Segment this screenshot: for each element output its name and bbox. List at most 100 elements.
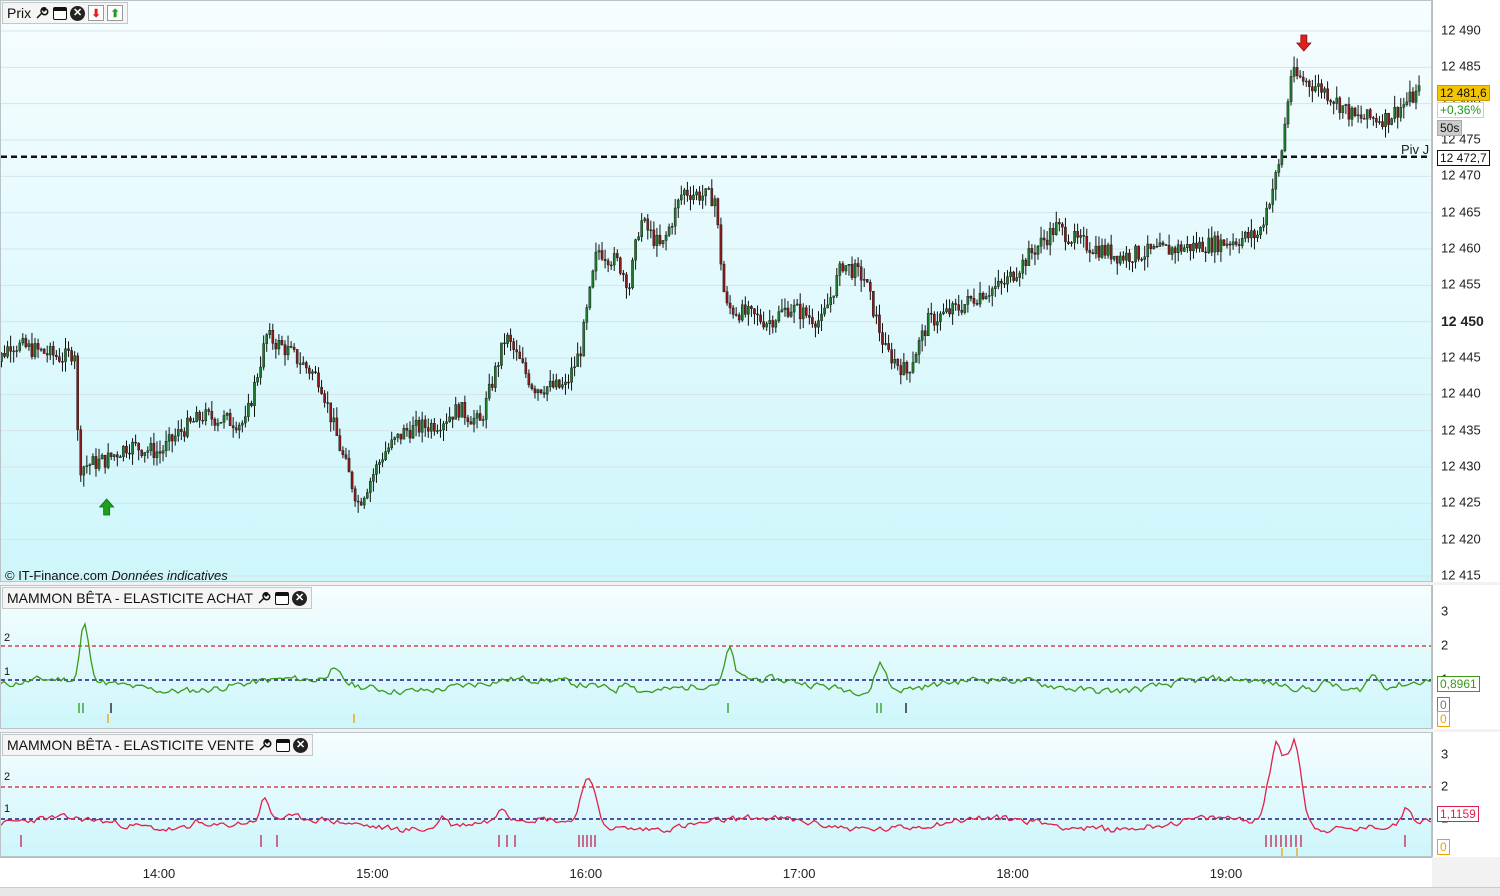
- candle-body: [1054, 222, 1058, 235]
- candle-body: [152, 443, 156, 458]
- arrow-down-icon[interactable]: ⬇: [88, 5, 105, 21]
- window-icon[interactable]: [53, 6, 68, 20]
- close-icon[interactable]: ✕: [70, 5, 86, 21]
- achat-chart[interactable]: [1, 586, 1432, 729]
- candle-body: [719, 224, 723, 265]
- candle-body: [195, 412, 198, 423]
- candle-body: [414, 419, 418, 426]
- candle-body: [225, 413, 229, 416]
- candle-body: [344, 454, 348, 459]
- candle-body: [811, 317, 814, 324]
- close-icon[interactable]: ✕: [292, 590, 308, 606]
- achat-indicator-panel[interactable]: MAMMON BÊTA - ELASTICITE ACHAT ✕ 2 1: [0, 585, 1432, 729]
- candle-body: [753, 308, 756, 315]
- candle-body: [155, 451, 159, 458]
- candle-body: [695, 191, 698, 196]
- candle-body: [1152, 245, 1156, 249]
- candle-body: [856, 263, 860, 267]
- close-icon[interactable]: ✕: [293, 737, 309, 753]
- arrow-up-icon[interactable]: ⬆: [107, 5, 124, 21]
- achat-value-tag: 0,8961: [1437, 676, 1480, 692]
- candle-body: [1292, 67, 1296, 77]
- candle-body: [1277, 164, 1281, 173]
- candle-body: [1073, 230, 1076, 243]
- candle-body: [362, 497, 366, 506]
- price-panel-title: Prix: [7, 5, 32, 21]
- candle-body: [250, 402, 253, 406]
- candle-body: [875, 314, 878, 317]
- candle-body: [1149, 243, 1153, 249]
- candle-body: [1064, 226, 1067, 243]
- candle-body: [1140, 259, 1143, 261]
- price-chart[interactable]: [1, 1, 1432, 582]
- candle-body: [1359, 114, 1363, 119]
- candle-body: [487, 383, 491, 399]
- candle-body: [289, 346, 293, 348]
- wrench-icon[interactable]: [256, 590, 272, 606]
- candle-body: [1082, 235, 1086, 237]
- price-y-axis[interactable]: 12 415 12 420 12 425 12 430 12 435 12 440 12 4…: [1432, 0, 1500, 583]
- vente-indicator-panel[interactable]: MAMMON BÊTA - ELASTICITE VENTE ✕ 2 1: [0, 732, 1432, 857]
- candle-body: [1408, 91, 1412, 103]
- candle-body: [1146, 243, 1150, 258]
- candle-body: [1100, 245, 1104, 258]
- vente-y-axis[interactable]: 3 2 1 1,1159 0: [1432, 732, 1500, 857]
- wrench-icon[interactable]: [257, 737, 273, 753]
- candle-body: [826, 304, 829, 309]
- candle-body: [219, 422, 223, 424]
- candle-body: [759, 314, 762, 322]
- candle-body: [1228, 243, 1232, 246]
- candle-body: [146, 450, 150, 453]
- candle-body: [1158, 242, 1162, 247]
- candle-body: [524, 362, 528, 374]
- candle-body: [329, 402, 333, 423]
- candle-body: [259, 366, 262, 378]
- candle-body: [509, 334, 512, 342]
- candle-body: [433, 423, 436, 432]
- candle-body: [1320, 83, 1323, 93]
- price-chart-panel[interactable]: Prix ✕ ⬇ ⬆ © IT-Finance.com Données indi…: [0, 0, 1432, 582]
- window-icon[interactable]: [276, 738, 291, 752]
- candle-body: [1347, 104, 1351, 120]
- price-tick: 12 470: [1441, 167, 1481, 183]
- candle-body: [1039, 237, 1043, 247]
- candle-body: [369, 481, 372, 493]
- candle-body: [984, 296, 988, 300]
- candle-body: [1219, 239, 1223, 252]
- candle-body: [1167, 244, 1171, 255]
- candle-body: [265, 334, 269, 344]
- candle-body: [1131, 261, 1134, 263]
- candle-body: [94, 456, 98, 469]
- candle-body: [997, 280, 1000, 287]
- candle-body: [740, 304, 744, 321]
- candle-body: [286, 346, 290, 356]
- candle-body: [375, 464, 378, 475]
- candle-body: [326, 402, 329, 404]
- candle-body: [55, 354, 58, 357]
- candle-body: [3, 352, 6, 357]
- time-label: 14:00: [142, 866, 176, 881]
- achat-y-axis[interactable]: 3 2 1 0,8961 0 0: [1432, 585, 1500, 729]
- wrench-icon[interactable]: [34, 5, 50, 21]
- candle-body: [756, 313, 759, 316]
- candle-body: [1094, 245, 1098, 254]
- vente-tick-3: 3: [1441, 746, 1449, 762]
- time-axis[interactable]: 14:00 15:00 16:00 17:00 18:00 19:00: [0, 857, 1432, 888]
- candle-body: [905, 362, 909, 374]
- candle-body: [737, 314, 741, 321]
- candle-body: [1061, 223, 1064, 228]
- candle-body: [283, 344, 287, 356]
- price-tick: 12 485: [1441, 58, 1481, 74]
- candle-body: [301, 362, 305, 365]
- candle-body: [1311, 86, 1314, 92]
- vente-chart[interactable]: [1, 733, 1432, 857]
- candle-body: [1375, 118, 1378, 123]
- candle-body: [112, 454, 116, 457]
- candle-body: [210, 411, 214, 420]
- candle-body: [45, 353, 49, 356]
- candle-body: [820, 313, 823, 321]
- candle-body: [643, 218, 647, 221]
- candle-body: [628, 287, 631, 289]
- window-icon[interactable]: [275, 591, 290, 605]
- candle-body: [1189, 243, 1192, 252]
